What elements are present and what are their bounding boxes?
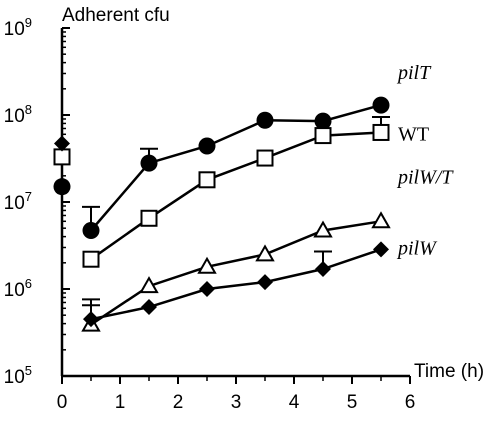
series-labels: pilT WT pilW/T pilW: [396, 62, 454, 259]
series-error-bars: [82, 115, 390, 325]
y-tick-base: 10: [4, 193, 25, 214]
data-point-circle: [198, 137, 216, 155]
y-tick-label: 105: [4, 363, 32, 388]
series-label-pilt: pilT: [396, 62, 432, 84]
y-tick-label: 108: [4, 102, 32, 127]
y-tick-label: 106: [4, 276, 32, 301]
data-point-circle: [372, 96, 390, 114]
series-label-pilwt: pilW/T: [396, 166, 454, 188]
data-point-triangle: [371, 211, 391, 229]
data-point-square: [372, 123, 390, 141]
series-markers: [53, 96, 391, 332]
y-tick-label: 109: [4, 15, 32, 40]
data-point-diamond: [199, 281, 215, 297]
data-point-circle: [256, 111, 274, 129]
y-tick-exponent: 5: [25, 363, 32, 378]
data-point-diamond: [54, 135, 70, 152]
data-point-diamond: [141, 299, 157, 316]
x-tick-label: 2: [173, 392, 184, 413]
y-tick-base: 10: [4, 106, 25, 127]
series-line: [90, 131, 382, 261]
data-point-square: [140, 209, 158, 227]
x-tick-marks: 0 1 2 3 4 5 6: [57, 376, 416, 413]
data-point-square: [82, 250, 100, 268]
data-point-diamond: [257, 274, 273, 291]
data-point-circle: [82, 222, 100, 240]
data-point-square: [314, 127, 332, 145]
data-point-square: [53, 148, 71, 166]
y-tick-base: 10: [4, 367, 25, 388]
data-point-triangle: [139, 276, 159, 294]
data-point-circle: [314, 112, 332, 130]
y-tick-exponent: 9: [25, 15, 32, 30]
data-point-circle: [53, 178, 71, 196]
data-point-square: [256, 149, 274, 167]
y-axis-title: Adherent cfu: [62, 5, 170, 26]
x-tick-label: 0: [57, 392, 68, 413]
series-label-wt: WT: [398, 123, 429, 145]
data-point-square: [198, 171, 216, 189]
x-tick-label: 5: [347, 392, 358, 413]
series-line: [90, 248, 382, 321]
x-tick-label: 1: [115, 392, 126, 413]
data-point-triangle: [255, 244, 275, 262]
y-tick-label: 107: [4, 189, 32, 214]
series-line: [90, 220, 382, 326]
x-axis-title: Time (h): [414, 361, 484, 382]
data-point-circle: [140, 154, 158, 172]
x-tick-label: 6: [405, 392, 416, 413]
series-line: [90, 103, 382, 232]
data-point-triangle: [197, 256, 217, 274]
series-label-pilw: pilW: [396, 237, 438, 259]
data-point-diamond: [83, 311, 99, 328]
y-tick-exponent: 6: [25, 276, 32, 291]
y-tick-base: 10: [4, 19, 25, 40]
x-tick-label: 4: [289, 392, 300, 413]
series-lines: [90, 103, 382, 326]
data-point-diamond: [315, 260, 331, 277]
data-point-triangle: [313, 220, 333, 238]
y-tick-exponent: 7: [25, 189, 32, 204]
x-tick-label: 3: [231, 392, 242, 413]
y-tick-base: 10: [4, 280, 25, 301]
data-point-diamond: [373, 241, 389, 258]
y-tick-exponent: 8: [25, 102, 32, 117]
